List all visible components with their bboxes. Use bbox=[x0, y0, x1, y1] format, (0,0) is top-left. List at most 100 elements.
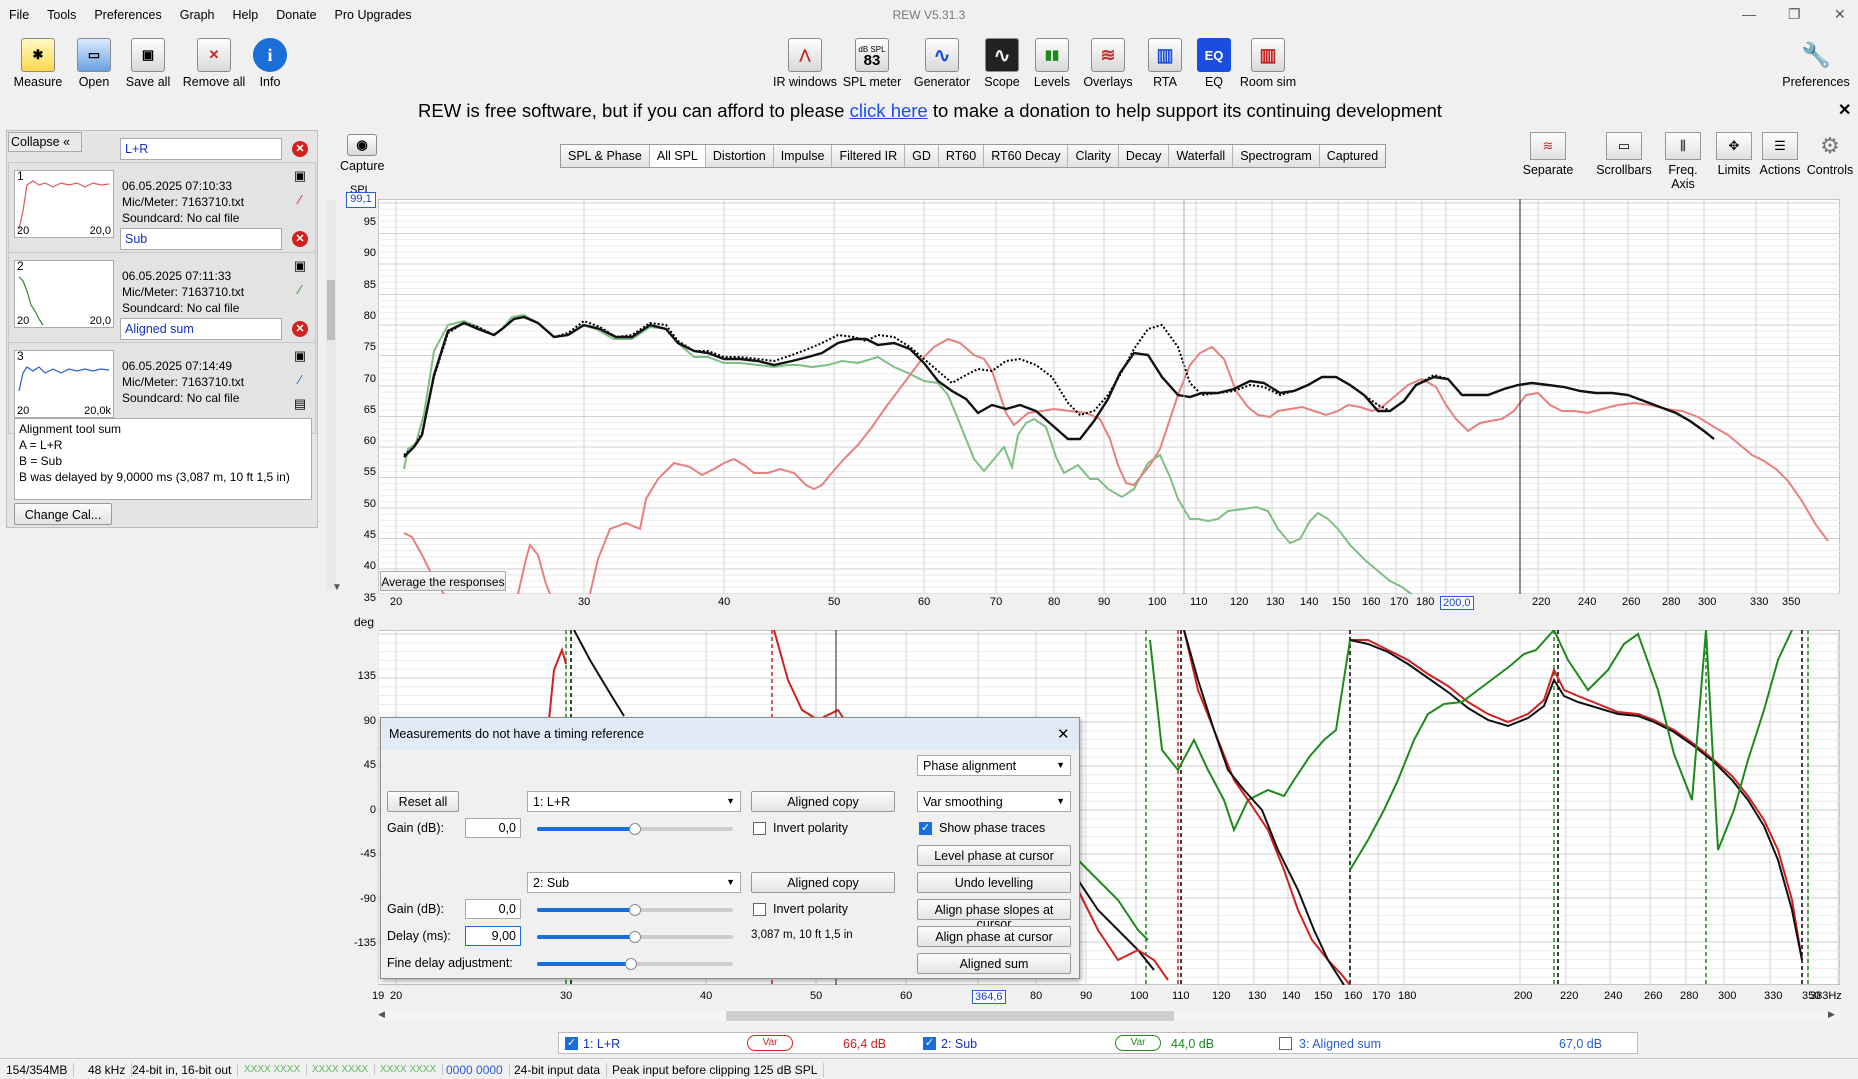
legend-checkbox-lr[interactable]: ✓ bbox=[565, 1037, 578, 1050]
menu-file[interactable]: File bbox=[9, 8, 30, 22]
scroll-left-icon[interactable]: ◀ bbox=[378, 1009, 385, 1019]
level-phase-at-cursor-button[interactable]: Level phase at cursor bbox=[917, 845, 1071, 866]
remove-all-button[interactable]: ✕ Remove all bbox=[178, 38, 250, 89]
smoothing-select[interactable]: Var smoothing bbox=[917, 791, 1071, 812]
tab-all-spl[interactable]: All SPL bbox=[649, 145, 706, 167]
scope-button[interactable]: ∿ Scope bbox=[980, 38, 1024, 89]
tab-gd[interactable]: GD bbox=[905, 145, 939, 167]
measurement-a-select[interactable]: 1: L+R bbox=[527, 791, 741, 812]
capture-button[interactable]: ◉ Capture bbox=[340, 134, 384, 173]
close-window-icon[interactable]: ✕ bbox=[1834, 6, 1846, 22]
save-measurement-icon[interactable]: ▣ bbox=[293, 348, 307, 363]
delete-measurement-icon[interactable]: ✕ bbox=[292, 231, 308, 247]
delete-measurement-icon[interactable]: ✕ bbox=[292, 141, 308, 157]
close-banner-icon[interactable]: ✕ bbox=[1838, 102, 1852, 119]
show-phase-traces-checkbox[interactable]: ✓ bbox=[919, 822, 932, 835]
measurement-thumbnail-2[interactable]: 2 20 20,0 bbox=[14, 259, 114, 328]
measurement-thumbnail-1[interactable]: 1 20 20,0 bbox=[14, 169, 114, 238]
tab-clarity[interactable]: Clarity bbox=[1068, 145, 1119, 167]
measurement-thumbnail-3[interactable]: 3 20 20,0k bbox=[14, 349, 114, 418]
menu-donate[interactable]: Donate bbox=[276, 8, 317, 22]
tab-spectrogram[interactable]: Spectrogram bbox=[1233, 145, 1320, 167]
horizontal-scrollbar-thumb[interactable] bbox=[726, 1011, 1174, 1021]
tab-impulse[interactable]: Impulse bbox=[773, 145, 833, 167]
panel-scrollbar-thumb[interactable] bbox=[327, 280, 335, 340]
menu-preferences[interactable]: Preferences bbox=[94, 8, 162, 22]
legend-checkbox-sub[interactable]: ✓ bbox=[923, 1037, 936, 1050]
menu-graph[interactable]: Graph bbox=[179, 8, 215, 22]
measurement-notes[interactable]: Alignment tool sum A = L+R B = Sub B was… bbox=[14, 418, 312, 500]
tab-decay[interactable]: Decay bbox=[1118, 145, 1170, 167]
undo-levelling-button[interactable]: Undo levelling bbox=[917, 872, 1071, 893]
spl-top-readout[interactable]: 99,1 bbox=[346, 192, 376, 208]
align-phase-at-cursor-button[interactable]: Align phase at cursor bbox=[917, 926, 1071, 947]
trace-color-icon[interactable]: ⁄ bbox=[298, 372, 302, 387]
ir-windows-button[interactable]: ⋀ IR windows bbox=[770, 38, 840, 89]
invert-polarity-a-checkbox[interactable] bbox=[753, 822, 766, 835]
save-all-button[interactable]: ▣ Save all bbox=[122, 38, 174, 89]
menu-tools[interactable]: Tools bbox=[47, 8, 77, 22]
change-cal-button[interactable]: Change Cal... bbox=[14, 503, 112, 525]
legend-checkbox-aligned[interactable] bbox=[1279, 1037, 1292, 1050]
reset-all-button[interactable]: Reset all bbox=[387, 791, 459, 812]
notes-icon[interactable]: ▤ bbox=[293, 396, 307, 411]
room-sim-button[interactable]: ▥ Room sim bbox=[1238, 38, 1298, 89]
delay-field[interactable]: 9,00 bbox=[465, 926, 521, 946]
gain-a-field[interactable]: 0,0 bbox=[465, 818, 521, 838]
average-responses-button[interactable]: Average the responses bbox=[380, 571, 506, 591]
phase-cursor-readout[interactable]: 364,6 bbox=[972, 990, 1006, 1004]
eq-button[interactable]: EQ EQ bbox=[1196, 38, 1232, 89]
gain-b-field[interactable]: 0,0 bbox=[465, 899, 521, 919]
scroll-down-icon[interactable]: ▼ bbox=[332, 582, 342, 593]
separate-button[interactable]: ≋ Separate bbox=[1520, 132, 1576, 177]
menu-pro-upgrades[interactable]: Pro Upgrades bbox=[334, 8, 412, 22]
dialog-close-icon[interactable]: ✕ bbox=[1057, 726, 1070, 743]
maximize-icon[interactable]: ❐ bbox=[1788, 6, 1801, 22]
menu-help[interactable]: Help bbox=[232, 8, 259, 22]
invert-polarity-b-checkbox[interactable] bbox=[753, 903, 766, 916]
delay-slider-knob[interactable] bbox=[629, 931, 641, 943]
save-measurement-icon[interactable]: ▣ bbox=[293, 168, 307, 183]
delete-measurement-icon[interactable]: ✕ bbox=[292, 321, 308, 337]
generator-button[interactable]: ∿ Generator bbox=[910, 38, 974, 89]
tab-rt60-decay[interactable]: RT60 Decay bbox=[984, 145, 1069, 167]
actions-button[interactable]: ☰ Actions bbox=[1758, 132, 1802, 177]
donation-link[interactable]: click here bbox=[849, 100, 928, 121]
tab-distortion[interactable]: Distortion bbox=[705, 145, 774, 167]
legend-label-aligned[interactable]: 3: Aligned sum bbox=[1299, 1037, 1381, 1051]
measurement-name-3[interactable]: Aligned sum bbox=[120, 318, 282, 340]
freq-axis-button[interactable]: ⫼ Freq. Axis bbox=[1656, 132, 1710, 191]
panel-scrollbar[interactable] bbox=[326, 200, 336, 590]
rta-button[interactable]: ▥ RTA bbox=[1146, 38, 1184, 89]
legend-smoothing-lr[interactable]: Var bbox=[747, 1035, 793, 1051]
tab-rt60[interactable]: RT60 bbox=[938, 145, 985, 167]
aligned-copy-a-button[interactable]: Aligned copy bbox=[751, 791, 895, 812]
tab-spl-phase[interactable]: SPL & Phase bbox=[561, 145, 650, 167]
aligned-sum-button[interactable]: Aligned sum bbox=[917, 953, 1071, 974]
tab-captured[interactable]: Captured bbox=[1319, 145, 1386, 167]
measurement-name-2[interactable]: Sub bbox=[120, 228, 282, 250]
legend-label-sub[interactable]: 2: Sub bbox=[941, 1037, 978, 1051]
alignment-mode-select[interactable]: Phase alignment bbox=[917, 755, 1071, 776]
minimize-icon[interactable]: — bbox=[1742, 6, 1756, 22]
trace-color-icon[interactable]: ⁄ bbox=[298, 192, 302, 207]
overlays-button[interactable]: ≋ Overlays bbox=[1080, 38, 1136, 89]
align-phase-slopes-button[interactable]: Align phase slopes at cursor bbox=[917, 899, 1071, 931]
collapse-button[interactable]: Collapse « bbox=[8, 132, 82, 152]
spl-cursor-readout[interactable]: 200,0 bbox=[1440, 596, 1474, 610]
scrollbars-button[interactable]: ▭ Scrollbars bbox=[1596, 132, 1652, 177]
info-button[interactable]: i Info bbox=[250, 38, 290, 89]
measurement-name-1[interactable]: L+R bbox=[120, 138, 282, 160]
tab-waterfall[interactable]: Waterfall bbox=[1169, 145, 1234, 167]
legend-label-lr[interactable]: 1: L+R bbox=[583, 1037, 621, 1051]
gain-a-slider-knob[interactable] bbox=[629, 823, 641, 835]
open-button[interactable]: ▭ Open bbox=[70, 38, 118, 89]
measure-button[interactable]: ✱ Measure bbox=[12, 38, 64, 89]
controls-button[interactable]: ⚙ Controls bbox=[1806, 133, 1854, 177]
scroll-right-icon[interactable]: ▶ bbox=[1828, 1009, 1835, 1019]
limits-button[interactable]: ✥ Limits bbox=[1712, 132, 1756, 177]
tab-filtered-ir[interactable]: Filtered IR bbox=[832, 145, 906, 167]
save-measurement-icon[interactable]: ▣ bbox=[293, 258, 307, 273]
spl-graph[interactable] bbox=[378, 199, 1840, 594]
preferences-button[interactable]: 🔧 Preferences bbox=[1780, 38, 1852, 90]
